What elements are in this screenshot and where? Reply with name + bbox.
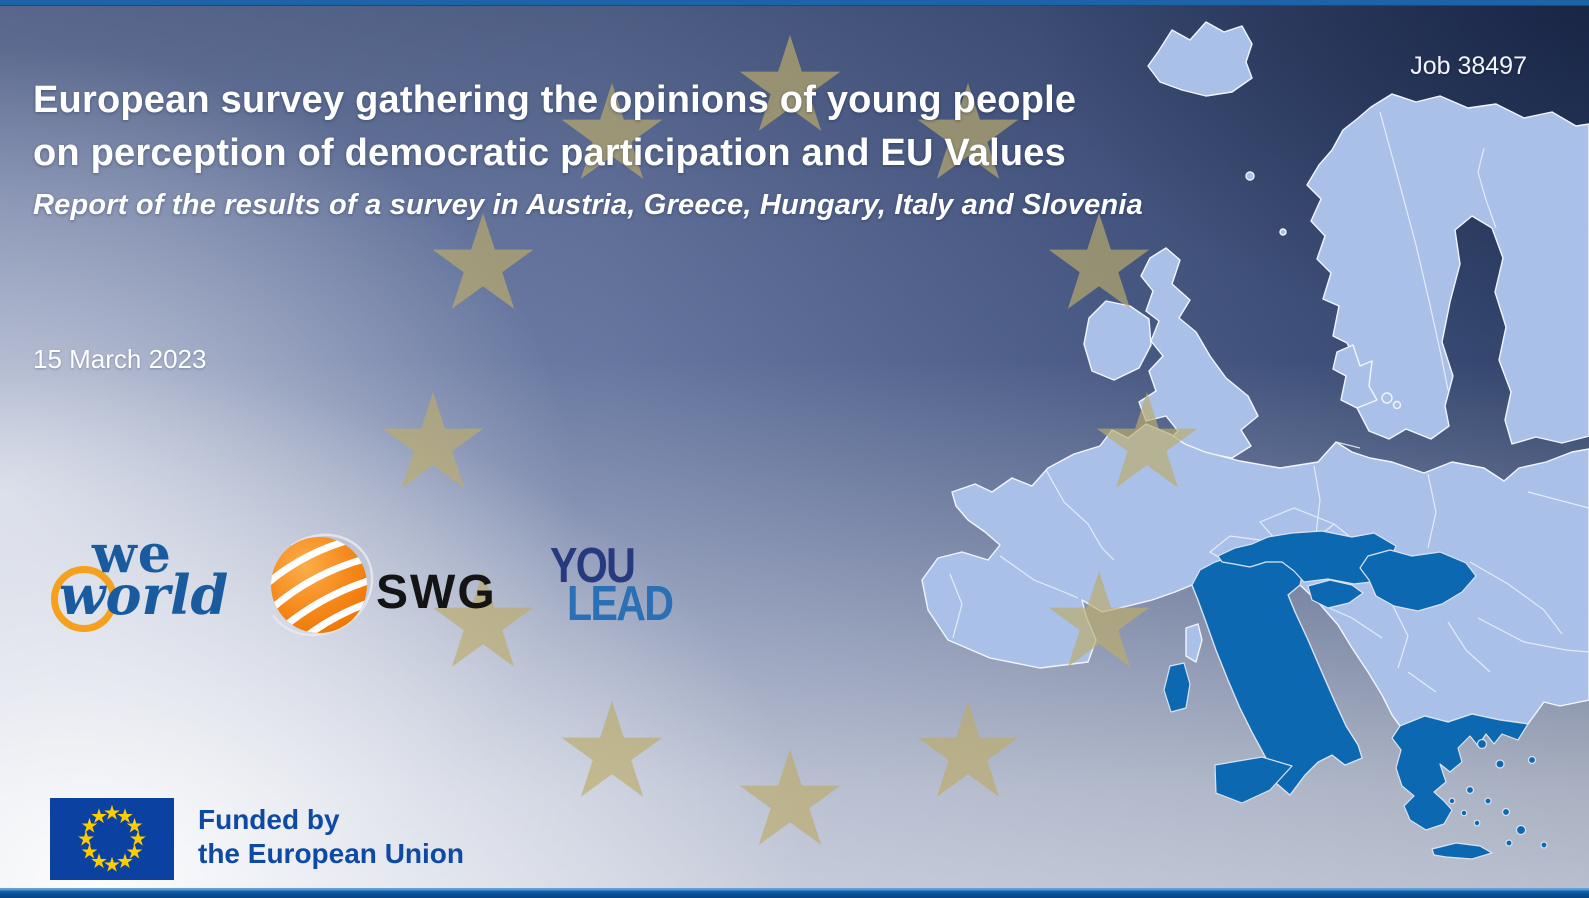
greek-islands [1448,738,1548,849]
country-hungary [1359,549,1477,612]
top-accent-bar [0,0,1589,6]
country-scandinavia [1306,93,1589,445]
swg-wordmark: SWG [376,566,497,619]
date-label: 15 March 2023 [33,344,207,374]
title-line-1: European survey gathering the opinions o… [33,79,1077,121]
funding-line-1: Funded by [198,804,340,835]
continental-europe [921,423,1589,796]
country-uk [1138,247,1259,461]
country-italy [1191,555,1363,796]
country-greece [1391,713,1529,831]
page-title: European survey gathering the opinions o… [33,74,1143,180]
weworld-logo: we world [45,528,250,643]
title-line-2: on perception of democratic participatio… [33,132,1066,174]
funding-line-2: the European Union [198,838,464,869]
country-ireland [1083,300,1152,381]
bottom-accent-bar [0,888,1589,898]
country-sicily [1214,756,1293,804]
country-iceland [1147,21,1253,97]
subtitle: Report of the results of a survey in Aus… [33,189,1143,221]
country-denmark [1332,344,1378,409]
job-number: Job 38497 [1410,52,1527,80]
swg-globe-icon [259,533,381,646]
country-slovenia [1307,579,1364,609]
highlighted-countries [1163,530,1548,860]
youlead-word-bottom: LEAD [567,577,674,631]
island-corsica [1185,623,1203,663]
country-austria [1217,530,1399,585]
title-block: European survey gathering the opinions o… [33,74,1143,222]
weworld-word-bottom: world [59,563,229,627]
swg-logo: SWG [259,528,502,646]
youlead-logo: YOU LEAD [545,540,705,650]
island-crete [1431,842,1493,860]
funding-text: Funded by the European Union [198,803,464,871]
eu-funding-block: Funded by the European Union [50,798,464,880]
country-sardinia [1163,662,1191,713]
eu-flag-icon [50,798,174,880]
